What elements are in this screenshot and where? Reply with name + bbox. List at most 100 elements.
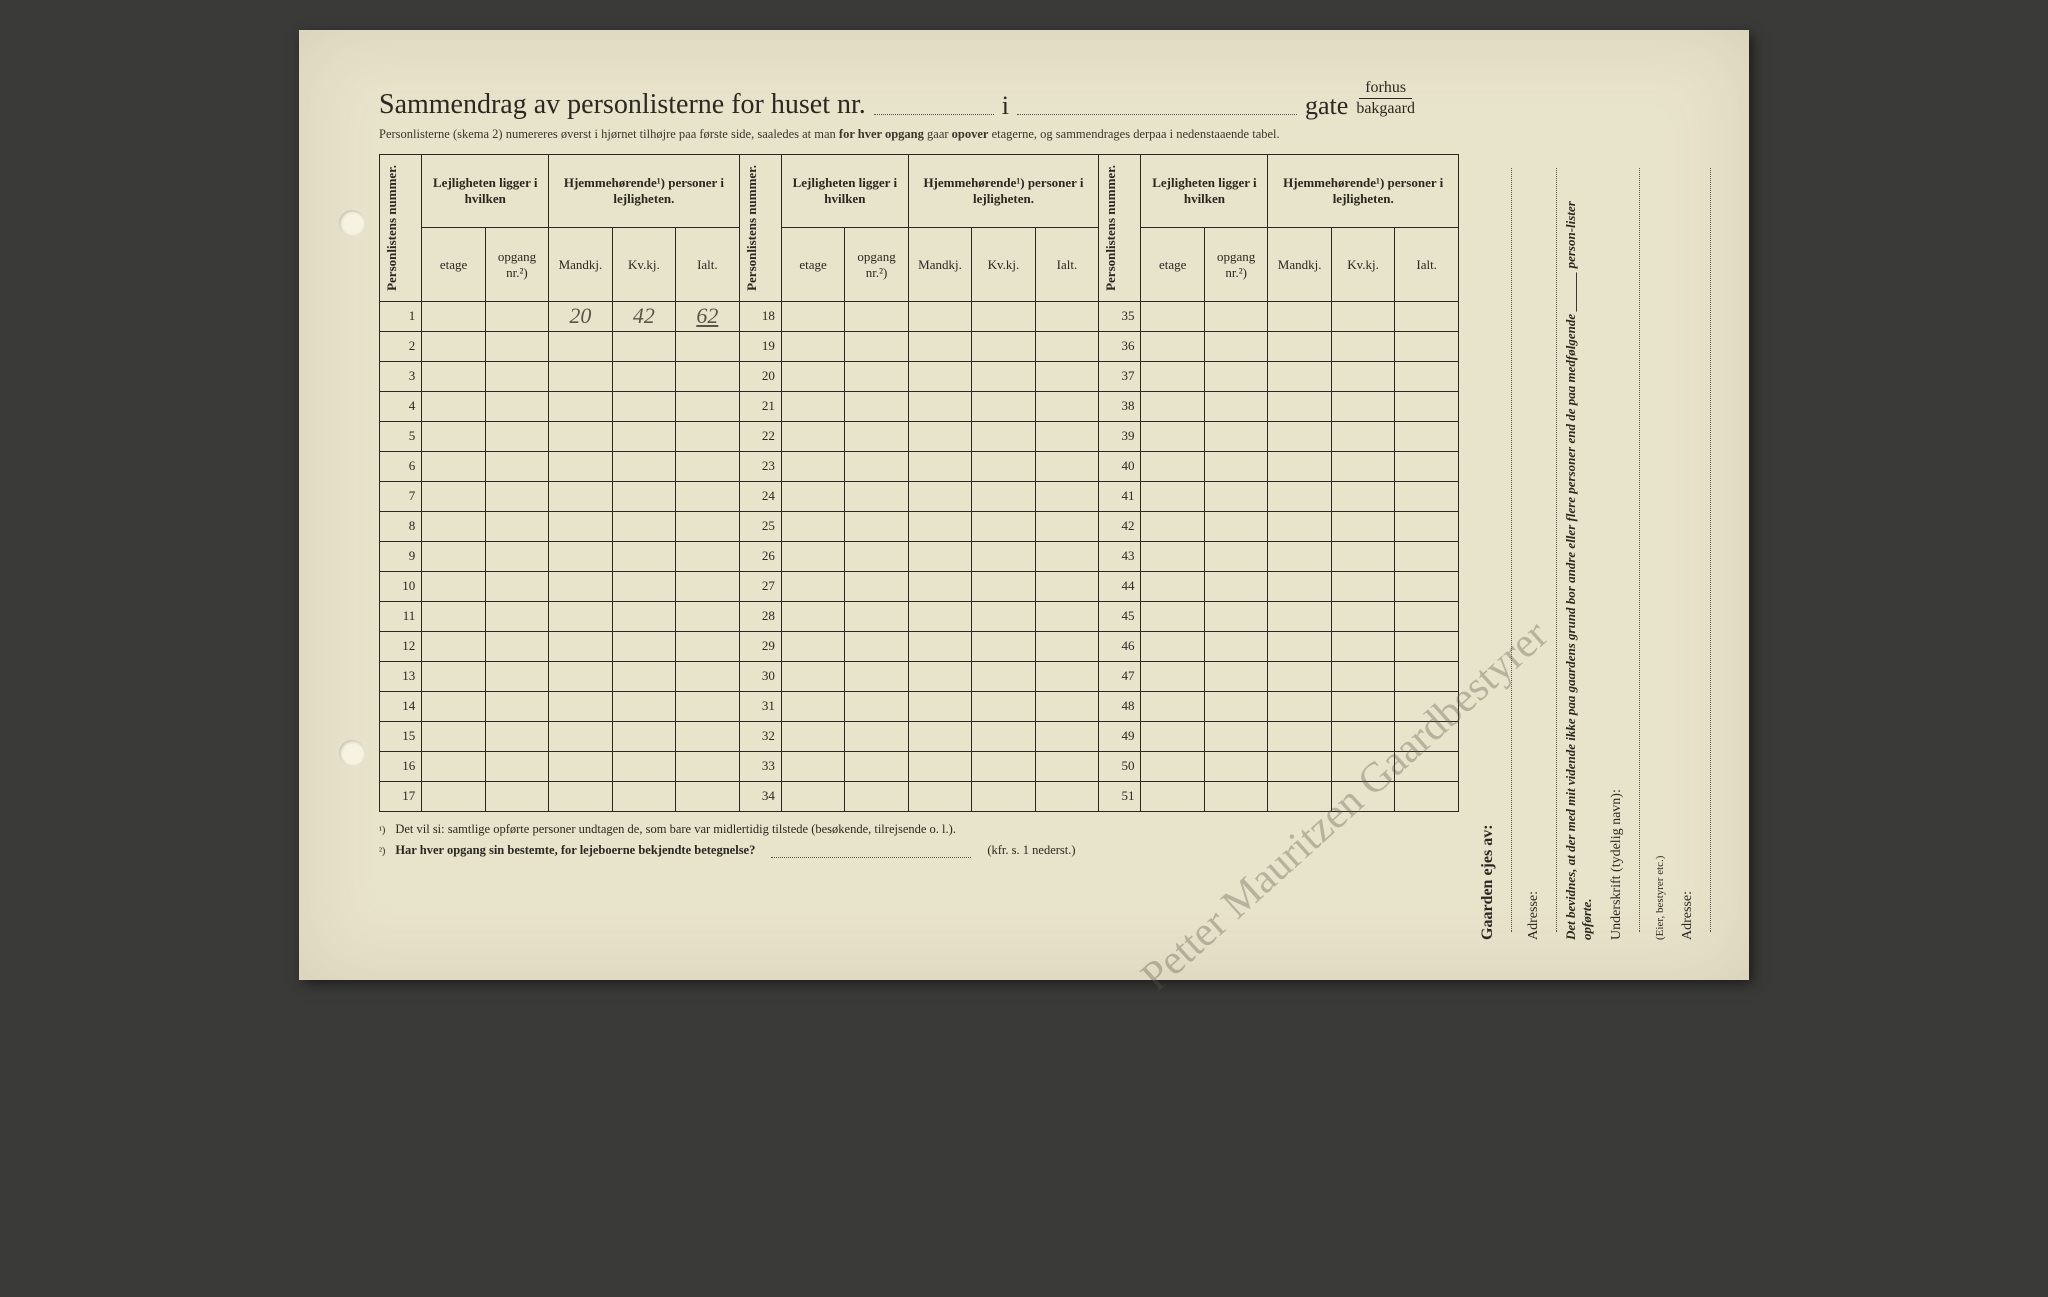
cell — [1035, 781, 1098, 811]
cell — [422, 541, 485, 571]
cell — [1395, 541, 1459, 571]
cell — [1268, 631, 1331, 661]
col-etage: etage — [1141, 228, 1204, 301]
cell: 7 — [380, 481, 422, 511]
cell — [1141, 331, 1204, 361]
cell: 62 — [676, 301, 739, 331]
cell — [845, 691, 908, 721]
table-body: 1204262183521936320374213852239623407244… — [380, 301, 1459, 811]
cell — [549, 481, 612, 511]
cell — [908, 391, 971, 421]
cell — [549, 661, 612, 691]
fn2-marker: ²) — [379, 846, 385, 857]
cell — [972, 751, 1035, 781]
cell: 46 — [1099, 631, 1141, 661]
cell: 36 — [1099, 331, 1141, 361]
punch-hole — [339, 740, 365, 766]
col-personlistens: Personlistens nummer. — [1101, 159, 1121, 297]
cell — [485, 331, 548, 361]
cell: 3 — [380, 361, 422, 391]
cell: 37 — [1099, 361, 1141, 391]
cell — [612, 601, 675, 631]
cell — [485, 571, 548, 601]
cell — [1395, 751, 1459, 781]
cell — [1035, 571, 1098, 601]
cell: 14 — [380, 691, 422, 721]
cell — [1268, 541, 1331, 571]
cell — [972, 391, 1035, 421]
cell — [1204, 571, 1267, 601]
cell — [1204, 721, 1267, 751]
cell — [908, 631, 971, 661]
cell — [781, 631, 844, 661]
cell — [612, 631, 675, 661]
cell — [1268, 451, 1331, 481]
cell — [676, 481, 739, 511]
cell — [422, 781, 485, 811]
cell — [972, 331, 1035, 361]
cell — [1035, 661, 1098, 691]
table-row: 163350 — [380, 751, 1459, 781]
cell — [1268, 751, 1331, 781]
cell — [549, 721, 612, 751]
cell — [1331, 571, 1394, 601]
cell — [972, 361, 1035, 391]
cell — [1331, 481, 1394, 511]
cell — [1331, 691, 1394, 721]
cell: 43 — [1099, 541, 1141, 571]
cell: 33 — [739, 751, 781, 781]
table-row: 21936 — [380, 331, 1459, 361]
cell — [1204, 541, 1267, 571]
cell — [781, 511, 844, 541]
cell — [1331, 391, 1394, 421]
cell — [781, 481, 844, 511]
cell — [1141, 541, 1204, 571]
cell: 24 — [739, 481, 781, 511]
cell — [1141, 631, 1204, 661]
cell — [1268, 781, 1331, 811]
col-opgang: opgang nr.²) — [485, 228, 548, 301]
cell — [1204, 331, 1267, 361]
cell — [1268, 661, 1331, 691]
cell — [845, 781, 908, 811]
cell — [1141, 391, 1204, 421]
cell — [972, 481, 1035, 511]
cell — [485, 391, 548, 421]
cell — [485, 661, 548, 691]
cell — [845, 361, 908, 391]
cell — [1395, 481, 1459, 511]
blank-gate — [1017, 114, 1297, 115]
cell — [1395, 361, 1459, 391]
side-panel: Gaarden ejes av: Adresse: Det bevidnes, … — [1479, 80, 1689, 940]
cell — [972, 541, 1035, 571]
cell — [422, 721, 485, 751]
cell: 48 — [1099, 691, 1141, 721]
cell — [422, 391, 485, 421]
cell — [1331, 661, 1394, 691]
fn2-ref: (kfr. s. 1 nederst.) — [987, 843, 1075, 858]
cell — [781, 601, 844, 631]
col-mandkj: Mandkj. — [1268, 228, 1331, 301]
cell — [781, 571, 844, 601]
cell — [1035, 361, 1098, 391]
cell — [908, 301, 971, 331]
col-mandkj: Mandkj. — [549, 228, 612, 301]
col-opgang: opgang nr.²) — [1204, 228, 1267, 301]
cell: 42 — [612, 301, 675, 331]
cell — [612, 451, 675, 481]
cell — [676, 601, 739, 631]
cell — [485, 631, 548, 661]
cell: 1 — [380, 301, 422, 331]
cell — [1268, 331, 1331, 361]
cell — [485, 481, 548, 511]
cell — [549, 361, 612, 391]
cell — [1331, 541, 1394, 571]
cell: 21 — [739, 391, 781, 421]
cell — [1331, 721, 1394, 751]
document-page: Sammendrag av personlisterne for huset n… — [299, 30, 1749, 980]
cell — [908, 481, 971, 511]
cell — [612, 751, 675, 781]
side-bevidnes: Det bevidnes, at der med mit vidende ikk… — [1563, 160, 1595, 940]
table-row: 112845 — [380, 601, 1459, 631]
cell — [1141, 781, 1204, 811]
